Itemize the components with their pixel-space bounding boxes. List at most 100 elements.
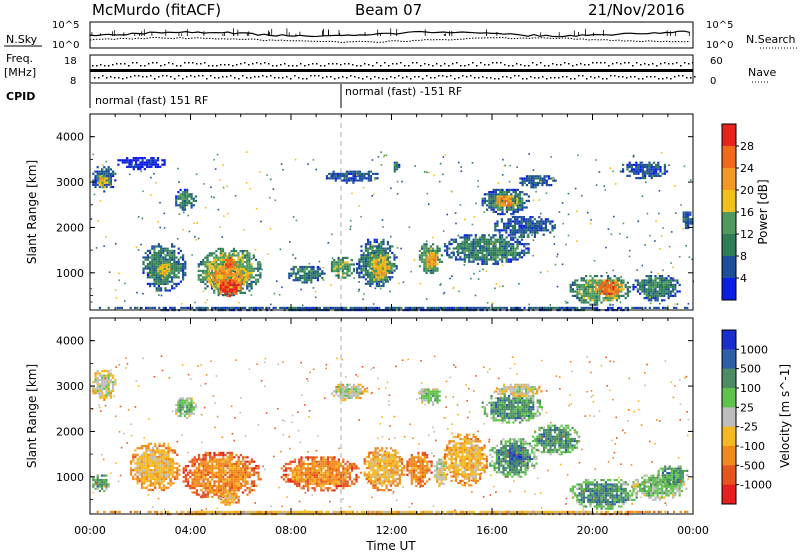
nave-label: Nave (748, 66, 776, 79)
power-panel: 1000 2000 3000 4000 Slant Range [km] 28 24 20… (25, 113, 770, 312)
colorbar-segment (722, 124, 736, 147)
nsky-spikes (91, 28, 690, 36)
power-region-9 (220, 279, 242, 298)
y-tick-label: 1000 (56, 471, 84, 484)
colorbar-tick-label: 25 (740, 401, 754, 414)
power-region-16 (393, 161, 401, 173)
colorbar-segment (722, 368, 736, 389)
power-colorbar-label: Power [dB] (756, 179, 770, 244)
colorbar-tick-label: 100 (740, 382, 761, 395)
x-tick-label: 20:00 (577, 524, 609, 537)
colorbar-tick-label: 500 (740, 363, 761, 376)
velocity-region-19 (569, 479, 638, 510)
colorbar-tick-label: -500 (740, 459, 765, 472)
velocity-x-axis: 00:00 04:00 08:00 12:00 16:00 20:00 00:00 (74, 318, 709, 537)
colorbar-tick-label: 20 (740, 184, 754, 197)
y-tick-label: 1000 (56, 267, 84, 280)
power-scatter (90, 151, 694, 307)
velocity-region-7 (280, 456, 362, 492)
freq-band (90, 69, 693, 72)
y-tick-label: 3000 (56, 176, 84, 189)
nsky-label: N.Sky (6, 33, 38, 46)
velocity-y-axis: 1000 2000 3000 4000 (56, 317, 693, 500)
cpid-segment-1: normal (fast) 151 RF (95, 94, 208, 107)
velocity-panel: 1000 2000 3000 4000 00:00 04:00 08:00 12:00 16:… (25, 317, 792, 553)
beam-title: Beam 07 (355, 1, 422, 19)
power-region-20 (494, 216, 556, 238)
power-region-14 (368, 252, 393, 284)
velocity-region-16 (481, 392, 544, 424)
power-region-3 (117, 157, 166, 171)
colorbar-tick-label: 4 (740, 272, 747, 285)
power-region-19 (443, 234, 530, 265)
velocity-region-15 (506, 447, 523, 467)
colorbar-segment (722, 446, 736, 466)
velocity-scatter (91, 355, 690, 511)
colorbar-segment (722, 349, 736, 369)
nsky-tick-high: 10^5 (52, 20, 79, 31)
velocity-region-3 (129, 442, 181, 492)
velocity-region-4 (175, 397, 198, 420)
colorbar-segment (722, 278, 736, 301)
y-tick-label: 4000 (56, 131, 84, 144)
colorbar-segment (722, 256, 736, 279)
y-tick-label: 4000 (56, 335, 84, 348)
power-region-11 (288, 265, 326, 284)
colorbar-tick-label: 8 (740, 250, 747, 263)
colorbar-tick-label: -1000 (740, 479, 772, 492)
velocity-region-17 (494, 383, 543, 397)
power-y-axis: 1000 2000 3000 4000 (56, 113, 693, 296)
x-tick-label: 04:00 (175, 524, 207, 537)
date-title: 21/Nov/2016 (588, 1, 685, 19)
power-region-2 (97, 175, 111, 189)
power-x-axis (89, 114, 694, 310)
velocity-region-1 (92, 370, 117, 401)
velocity-region-21 (657, 465, 689, 488)
power-colorbar: 28 24 20 16 12 8 4 (721, 123, 754, 301)
colorbar-tick-label: 28 (740, 140, 754, 153)
colorbar-tick-label: 24 (740, 162, 754, 175)
velocity-cells (91, 355, 690, 516)
velocity-region-12 (418, 388, 441, 406)
power-region-5 (155, 261, 175, 279)
colorbar-segment (722, 388, 736, 408)
nave-tick-low: 0 (710, 76, 716, 87)
x-tick-label: 16:00 (476, 524, 508, 537)
colorbar-tick-label: 1000 (740, 343, 768, 356)
cpid-segment-2: normal (fast) -151 RF (345, 85, 462, 98)
colorbar-tick-label: 16 (740, 206, 754, 219)
y-tick-label: 2000 (56, 221, 84, 234)
freq-label-line2: [MHz] (4, 66, 36, 79)
colorbar-tick-label: -25 (740, 421, 758, 434)
power-region-27 (619, 161, 669, 180)
cpid-label: CPID (6, 90, 35, 103)
colorbar-segment (722, 212, 736, 235)
colorbar-segment (722, 484, 736, 505)
y-tick-label: 2000 (56, 425, 84, 438)
velocity-region-9 (363, 447, 406, 492)
colorbar-segment (722, 168, 736, 191)
velocity-region-2 (92, 474, 110, 493)
colorbar-tick-label: -100 (740, 440, 765, 453)
colorbar-segment (722, 426, 736, 447)
nsearch-line (89, 36, 691, 44)
power-region-6 (175, 188, 198, 211)
colorbar-segment (722, 190, 736, 213)
power-region-22 (494, 195, 519, 207)
velocity-region-18 (531, 424, 581, 456)
freq-tick-high: 18 (64, 56, 77, 67)
nsearch-tick-low: 10^0 (706, 40, 733, 51)
power-region-10 (222, 256, 236, 270)
nave-dots (92, 62, 696, 80)
colorbar-segment (722, 465, 736, 485)
y-tick-label: 3000 (56, 380, 84, 393)
colorbar-frame (721, 329, 737, 505)
colorbar-segment (722, 234, 736, 257)
station-title: McMurdo (fitACF) (92, 1, 221, 19)
velocity-region-10 (406, 451, 433, 487)
freq-panel: Freq. [MHz] 18 8 60 0 Nave (4, 52, 776, 87)
freq-label-line1: Freq. (6, 52, 33, 65)
nsearch-label: N.Search (746, 33, 796, 46)
colorbar-tick-label: 12 (740, 228, 754, 241)
